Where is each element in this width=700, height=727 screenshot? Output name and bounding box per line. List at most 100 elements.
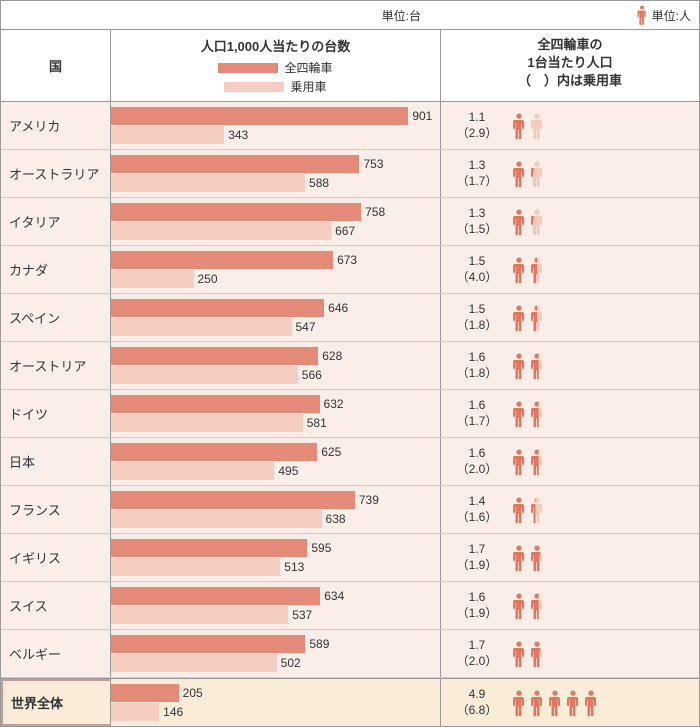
bar-all-value: 625 bbox=[317, 443, 341, 461]
person-icon bbox=[511, 640, 527, 668]
per-passenger-value: （6.8） bbox=[451, 703, 503, 719]
people-numbers: 1.3（1.7） bbox=[451, 158, 503, 189]
people-icons bbox=[503, 304, 693, 332]
country-name: スペイン bbox=[1, 294, 111, 341]
table-row: オーストリア6285661.6（1.8） bbox=[1, 342, 699, 390]
bar-all-value: 595 bbox=[307, 539, 331, 557]
country-name: スイス bbox=[1, 582, 111, 629]
country-name: アメリカ bbox=[1, 102, 111, 149]
bar-passenger-value: 250 bbox=[194, 270, 218, 288]
people-icons bbox=[503, 448, 693, 476]
bar-all bbox=[111, 251, 333, 269]
table-row: スペイン 646 547 1.5（1.8） bbox=[1, 294, 699, 342]
person-icon bbox=[529, 496, 545, 524]
person-icon bbox=[636, 4, 648, 26]
bars-cell: 758667 bbox=[111, 198, 441, 245]
person-icon bbox=[583, 689, 599, 717]
bars-cell: 901 343 bbox=[111, 102, 441, 149]
total-row: 世界全体2051464.9（6.8） bbox=[1, 678, 699, 726]
table-row: 日本 625 495 1.6（2.0） bbox=[1, 438, 699, 486]
person-icon bbox=[547, 689, 563, 717]
people-cell: 1.4（1.6） bbox=[441, 486, 699, 533]
bar-all bbox=[111, 299, 324, 317]
person-icon bbox=[511, 160, 527, 188]
bar-passenger bbox=[111, 606, 288, 624]
bar-passenger-value: 343 bbox=[224, 126, 248, 144]
table-row: フランス7396381.4（1.6） bbox=[1, 486, 699, 534]
bar-passenger bbox=[111, 654, 277, 672]
bar-all bbox=[111, 539, 307, 557]
bar-passenger bbox=[111, 510, 322, 528]
bars-cell: 625 495 bbox=[111, 438, 441, 485]
country-name: オーストラリア bbox=[1, 150, 111, 197]
person-icon bbox=[511, 689, 527, 717]
people-numbers: 4.9（6.8） bbox=[451, 687, 503, 718]
per-all-value: 1.3 bbox=[451, 206, 503, 222]
bars-cell: 673 250 bbox=[111, 246, 441, 293]
bar-passenger-value: 581 bbox=[303, 414, 327, 432]
per-all-value: 1.3 bbox=[451, 158, 503, 174]
people-cell: 1.1（2.9） bbox=[441, 102, 699, 149]
bar-passenger-value: 547 bbox=[292, 318, 316, 336]
bar-all-value: 589 bbox=[305, 635, 329, 653]
bar-passenger-value: 495 bbox=[274, 462, 298, 480]
person-icon bbox=[511, 496, 527, 524]
bar-all-value: 634 bbox=[320, 587, 344, 605]
people-numbers: 1.6（1.8） bbox=[451, 350, 503, 381]
table-row: カナダ6732501.5（4.0） bbox=[1, 246, 699, 294]
people-numbers: 1.6（2.0） bbox=[451, 446, 503, 477]
bar-all-value: 901 bbox=[408, 107, 432, 125]
bar-all bbox=[111, 491, 355, 509]
people-numbers: 1.6（1.7） bbox=[451, 398, 503, 429]
per-passenger-value: （1.9） bbox=[451, 606, 503, 622]
people-icons bbox=[503, 689, 693, 717]
bar-all-value: 205 bbox=[179, 684, 203, 702]
table-row: オーストラリア7535881.3（1.7） bbox=[1, 150, 699, 198]
table-row: スイス6345371.6（1.9） bbox=[1, 582, 699, 630]
people-numbers: 1.7（1.9） bbox=[451, 542, 503, 573]
people-cell: 1.3（1.5） bbox=[441, 198, 699, 245]
per-passenger-value: （1.8） bbox=[451, 318, 503, 334]
per-passenger-value: （1.8） bbox=[451, 366, 503, 382]
bar-passenger bbox=[111, 174, 305, 192]
person-icon bbox=[529, 689, 545, 717]
people-numbers: 1.7（2.0） bbox=[451, 638, 503, 669]
per-all-value: 1.4 bbox=[451, 494, 503, 510]
bar-all bbox=[111, 635, 305, 653]
bar-passenger bbox=[111, 414, 303, 432]
people-numbers: 1.6（1.9） bbox=[451, 590, 503, 621]
legend-all: 全四輪車 bbox=[218, 59, 332, 76]
people-numbers: 1.5（1.8） bbox=[451, 302, 503, 333]
bars-cell: 739638 bbox=[111, 486, 441, 533]
people-cell: 1.6（2.0） bbox=[441, 438, 699, 485]
country-name: フランス bbox=[1, 486, 111, 533]
bar-passenger bbox=[111, 270, 194, 288]
bar-all-value: 673 bbox=[333, 251, 357, 269]
units-people-label: 単位:人 bbox=[431, 4, 699, 26]
people-icons bbox=[503, 640, 693, 668]
table-row: イタリア7586671.3（1.5） bbox=[1, 198, 699, 246]
header-bars-title: 人口1,000人当たりの台数 bbox=[119, 36, 432, 55]
people-cell: 1.6（1.8） bbox=[441, 342, 699, 389]
country-name: カナダ bbox=[1, 246, 111, 293]
bar-passenger-value: 566 bbox=[298, 366, 322, 384]
bar-all-value: 646 bbox=[324, 299, 348, 317]
country-name: ドイツ bbox=[1, 390, 111, 437]
per-all-value: 1.6 bbox=[451, 446, 503, 462]
person-icon bbox=[529, 160, 545, 188]
bar-passenger bbox=[111, 222, 331, 240]
bar-passenger-value: 588 bbox=[305, 174, 329, 192]
bars-cell: 632581 bbox=[111, 390, 441, 437]
per-passenger-value: （2.9） bbox=[451, 126, 503, 142]
table-row: アメリカ 901 343 1.1（2.9） bbox=[1, 102, 699, 150]
swatch-all bbox=[218, 63, 278, 73]
bar-passenger bbox=[111, 703, 159, 721]
person-icon bbox=[529, 544, 545, 572]
person-icon bbox=[529, 448, 545, 476]
people-cell: 1.5（1.8） bbox=[441, 294, 699, 341]
bar-passenger-value: 513 bbox=[280, 558, 304, 576]
people-icons bbox=[503, 160, 693, 188]
people-cell: 4.9（6.8） bbox=[441, 679, 699, 726]
country-name: 日本 bbox=[1, 438, 111, 485]
bar-passenger-value: 502 bbox=[277, 654, 301, 672]
